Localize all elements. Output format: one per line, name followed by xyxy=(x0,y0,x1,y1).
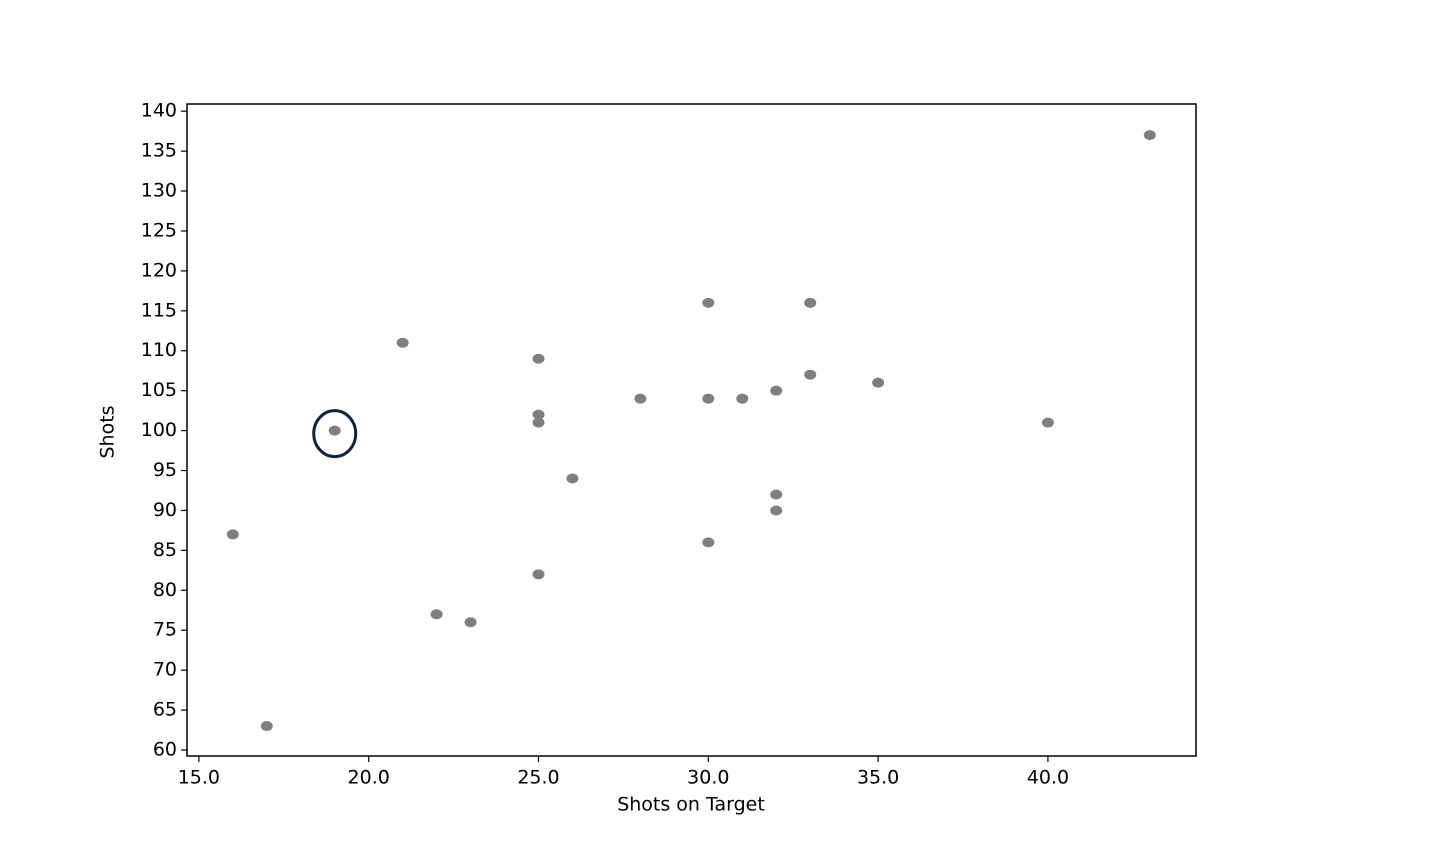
y-tick-label: 100 xyxy=(141,419,177,441)
y-tick-label: 105 xyxy=(141,379,177,401)
point xyxy=(872,377,885,388)
point xyxy=(770,505,783,516)
y-tick-label: 140 xyxy=(141,100,177,122)
y-tick-label: 130 xyxy=(141,180,177,202)
point xyxy=(634,393,647,404)
point xyxy=(260,721,273,732)
y-axis-label: Shots xyxy=(97,405,119,458)
point xyxy=(464,617,477,628)
point xyxy=(1143,130,1156,141)
point xyxy=(804,369,817,380)
x-tick-label: 40.0 xyxy=(1027,767,1069,789)
point xyxy=(532,569,545,580)
point xyxy=(702,393,715,404)
y-tick-label: 90 xyxy=(153,499,177,521)
x-tick-label: 30.0 xyxy=(687,767,729,789)
x-axis-label: Shots on Target xyxy=(617,794,765,816)
x-tick-label: 20.0 xyxy=(348,767,390,789)
y-tick-label: 65 xyxy=(153,699,177,721)
x-tick-label: 15.0 xyxy=(178,767,220,789)
point xyxy=(702,537,715,548)
y-tick-label: 120 xyxy=(141,259,177,281)
highlight-ring xyxy=(312,409,358,459)
y-tick-label: 80 xyxy=(153,579,177,601)
x-tick-label: 35.0 xyxy=(857,767,899,789)
y-tick-label: 125 xyxy=(141,219,177,241)
y-tick-label: 70 xyxy=(153,659,177,681)
point xyxy=(396,337,409,348)
point xyxy=(532,417,545,428)
point xyxy=(566,473,579,484)
point xyxy=(532,353,545,364)
point xyxy=(770,385,783,396)
y-tick-label: 60 xyxy=(153,739,177,761)
y-tick-label: 110 xyxy=(141,339,177,361)
point xyxy=(226,529,239,540)
y-tick-label: 135 xyxy=(141,140,177,162)
point xyxy=(770,489,783,500)
y-tick-label: 85 xyxy=(153,539,177,561)
point xyxy=(702,297,715,308)
point xyxy=(804,297,817,308)
x-tick-label: 25.0 xyxy=(517,767,559,789)
y-tick-label: 75 xyxy=(153,619,177,641)
point xyxy=(736,393,749,404)
y-tick-label: 115 xyxy=(141,299,177,321)
y-tick-label: 95 xyxy=(153,459,177,481)
point xyxy=(328,425,341,436)
point xyxy=(532,409,545,420)
point xyxy=(430,609,443,620)
point xyxy=(1041,417,1054,428)
